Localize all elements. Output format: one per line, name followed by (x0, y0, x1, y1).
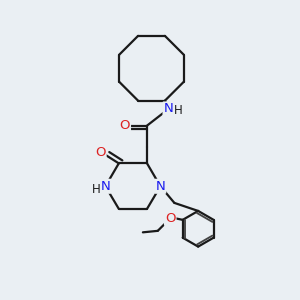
Text: N: N (100, 180, 110, 193)
Text: O: O (119, 119, 130, 132)
Text: N: N (155, 180, 165, 193)
Text: O: O (165, 212, 175, 225)
Text: H: H (174, 104, 182, 117)
Text: O: O (95, 146, 106, 159)
Text: N: N (164, 103, 173, 116)
Text: H: H (92, 183, 100, 196)
